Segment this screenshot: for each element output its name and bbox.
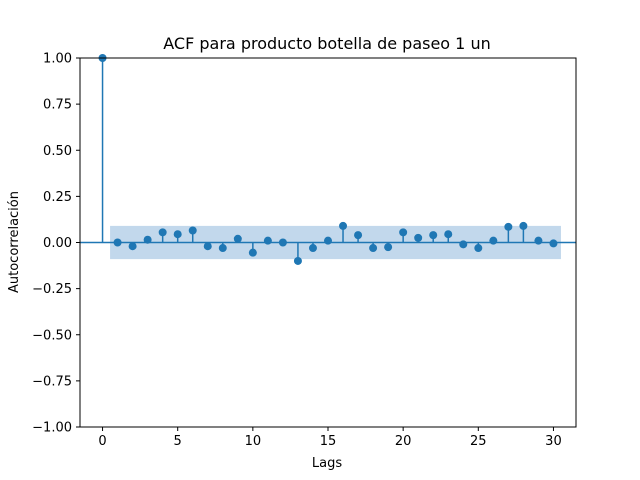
acf-point-lag-17 — [354, 231, 363, 240]
y-tick-label: 0.00 — [43, 236, 72, 251]
acf-point-lag-25 — [474, 244, 483, 253]
acf-point-lag-10 — [248, 248, 257, 257]
acf-point-lag-18 — [369, 244, 378, 253]
acf-point-lag-24 — [459, 240, 468, 249]
acf-point-lag-14 — [308, 244, 317, 253]
acf-point-lag-30 — [549, 239, 558, 248]
acf-point-lag-11 — [263, 236, 272, 245]
acf-point-lag-28 — [519, 221, 528, 230]
y-tick-label: −0.75 — [32, 374, 72, 389]
acf-point-lag-12 — [278, 238, 287, 247]
acf-point-lag-20 — [399, 228, 408, 237]
acf-point-lag-19 — [384, 243, 393, 252]
x-tick-label: 10 — [245, 434, 262, 449]
plot-area: 0 5 10 15 20 25 30 −1.00 −0.75 −0.50 −0.25 0.00 0.25… — [32, 52, 577, 449]
acf-point-lag-1 — [113, 238, 122, 247]
y-tick-label: 0.75 — [43, 98, 72, 113]
acf-point-lag-29 — [534, 236, 543, 245]
acf-point-lag-6 — [188, 226, 197, 235]
x-tick-label: 15 — [320, 434, 337, 449]
y-axis-label: Autocorrelación — [7, 191, 22, 293]
acf-point-lag-2 — [128, 242, 137, 251]
acf-point-lag-15 — [324, 236, 332, 245]
acf-point-lag-5 — [173, 230, 182, 239]
acf-point-lag-13 — [293, 256, 302, 265]
chart-title: ACF para producto botella de paseo 1 un — [163, 34, 490, 53]
y-tick-label: −1.00 — [32, 421, 72, 436]
x-tick-label: 5 — [174, 434, 182, 449]
acf-point-lag-3 — [143, 235, 152, 244]
x-tick-label: 20 — [395, 434, 412, 449]
acf-point-lag-27 — [504, 222, 513, 231]
acf-point-lag-4 — [158, 228, 167, 237]
acf-point-lag-23 — [444, 230, 453, 239]
y-tick-label: 0.50 — [43, 144, 72, 159]
acf-point-lag-26 — [489, 236, 498, 245]
x-axis-label: Lags — [312, 456, 342, 471]
y-tick-label: 1.00 — [43, 52, 72, 67]
x-tick-label: 0 — [98, 434, 106, 449]
y-tick-label: −0.25 — [32, 282, 72, 297]
acf-point-lag-16 — [339, 221, 348, 230]
acf-point-lag-22 — [429, 231, 438, 240]
acf-point-lag-8 — [218, 244, 227, 253]
acf-point-lag-9 — [233, 234, 242, 243]
acf-point-lag-7 — [203, 242, 212, 251]
x-tick-label: 30 — [545, 434, 562, 449]
acf-point-lag-21 — [414, 233, 423, 242]
y-tick-label: −0.50 — [32, 328, 72, 343]
y-tick-label: 0.25 — [43, 190, 72, 205]
x-tick-label: 25 — [470, 434, 487, 449]
